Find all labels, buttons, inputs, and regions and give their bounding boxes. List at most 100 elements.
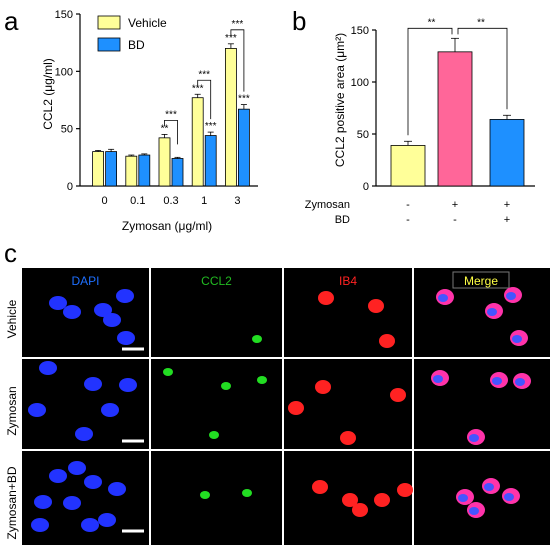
chart-b-condition-value: - <box>406 214 410 226</box>
chart-a-x-tick-label: 0.1 <box>130 195 145 207</box>
chart-b-condition-value: + <box>504 214 510 226</box>
merge-nucleus <box>506 292 516 300</box>
merge-nucleus <box>438 294 448 302</box>
panel-letter-a: a <box>4 6 19 36</box>
chart-a-sig-vehicle: *** <box>225 33 237 44</box>
ccl2-signal <box>200 491 210 499</box>
merge-nucleus <box>512 335 522 343</box>
chart-b: CCL2 positive area (μm²) 0 50 100 150 ** ** Zy… <box>305 17 535 226</box>
dapi-nucleus <box>49 296 67 310</box>
chart-a-bar-vehicle <box>125 155 138 187</box>
chart-a-bar-bd <box>138 154 151 187</box>
chart-b-y-tick-label: 100 <box>351 77 369 89</box>
dapi-nucleus <box>117 331 135 345</box>
ib4-signal <box>397 483 413 497</box>
chart-b-condition-value: - <box>406 199 410 211</box>
merge-header-box <box>452 271 510 289</box>
chart-b-bar <box>489 119 525 187</box>
chart-a-bar-vehicle <box>224 48 237 187</box>
ib4-signal <box>340 431 356 445</box>
chart-a-bar-bd <box>171 158 184 187</box>
chart-a-sig-bd: *** <box>238 94 250 105</box>
ccl2-signal <box>209 431 219 439</box>
ib4-signal <box>374 493 390 507</box>
panel-letter-b: b <box>292 6 306 36</box>
chart-b-y-tick-label: 0 <box>363 181 369 193</box>
chart-a-bar-vehicle <box>158 137 171 187</box>
chart-a-x-tick-label: 3 <box>234 195 240 207</box>
dapi-nucleus <box>108 482 126 496</box>
dapi-nucleus <box>81 518 99 532</box>
chart-a-sig-bracket-label: *** <box>198 69 210 80</box>
chart-b-condition-value: - <box>453 214 457 226</box>
chart-a-y-tick-label: 150 <box>55 9 73 21</box>
chart-b-y-axis-title: CCL2 positive area (μm²) <box>333 33 347 167</box>
chart-b-condition-value: + <box>504 199 510 211</box>
chart-a-x-tick-label: 0 <box>102 195 108 207</box>
chart-a-legend-label: BD <box>128 38 145 52</box>
ccl2-signal <box>163 368 173 376</box>
ib4-signal <box>390 388 406 402</box>
merge-nucleus <box>433 375 443 383</box>
chart-a-legend-swatch <box>97 15 121 30</box>
channel-header-ib4: IB4 <box>339 274 357 288</box>
dapi-nucleus <box>94 303 112 317</box>
chart-a-y-tick-label: 50 <box>61 124 73 136</box>
ib4-signal <box>315 380 331 394</box>
merge-nucleus <box>469 434 479 442</box>
chart-a-bar-bd <box>105 151 117 187</box>
chart-a-legend-swatch <box>97 37 121 52</box>
dapi-nucleus <box>39 361 57 375</box>
merge-nucleus <box>458 494 468 502</box>
chart-b-condition-label: BD <box>335 214 350 226</box>
dapi-nucleus <box>116 289 134 303</box>
chart-a-x-tick-label: 1 <box>201 195 207 207</box>
chart-a-sig-vehicle: ** <box>161 123 169 134</box>
chart-b-sig-label: ** <box>477 17 485 28</box>
chart-a-sig-bd: *** <box>205 121 217 132</box>
ib4-signal <box>312 480 328 494</box>
channel-header-merge: Merge <box>464 274 498 288</box>
chart-b-sig-bracket <box>457 27 508 110</box>
ib4-signal <box>318 291 334 305</box>
dapi-nucleus <box>68 461 86 475</box>
dapi-nucleus <box>31 518 49 532</box>
dapi-nucleus <box>28 403 46 417</box>
chart-a-sig-bracket-label: *** <box>232 19 244 30</box>
dapi-nucleus <box>101 403 119 417</box>
chart-b-sig-bracket <box>407 27 453 136</box>
chart-b-sig-label: ** <box>428 17 436 28</box>
chart-a-sig-bracket <box>164 120 178 145</box>
merge-nucleus <box>487 308 497 316</box>
chart-a-bar-bd <box>237 108 250 187</box>
dapi-nucleus <box>98 513 116 527</box>
chart-b-condition-value: + <box>452 199 458 211</box>
dapi-nucleus <box>75 427 93 441</box>
chart-a-sig-bracket <box>197 79 212 120</box>
merge-nucleus <box>484 483 494 491</box>
chart-b-bar <box>390 145 426 187</box>
dapi-nucleus <box>63 305 81 319</box>
row-label-zymosan: Zymosan <box>5 386 19 435</box>
chart-a-sig-bracket-label: *** <box>165 109 177 120</box>
chart-a-x-axis-title: Zymosan (μg/ml) <box>122 219 212 233</box>
dapi-nucleus <box>84 377 102 391</box>
chart-a-legend: Vehicle BD <box>97 15 167 52</box>
chart-b-condition-label: Zymosan <box>305 199 350 211</box>
dapi-nucleus <box>34 495 52 509</box>
micrograph-grid: DAPI CCL2 IB4 Merge Vehicle Zymosan Zymosan+BD <box>0 268 550 545</box>
chart-a-bar-vehicle <box>191 97 204 187</box>
ccl2-signal <box>252 335 262 343</box>
ib4-signal <box>342 493 358 507</box>
chart-b-y-tick-label: 50 <box>357 129 369 141</box>
ccl2-signal <box>221 382 231 390</box>
dapi-nucleus <box>63 496 81 510</box>
ib4-signal <box>352 503 368 517</box>
ib4-signal <box>379 334 395 348</box>
row-label-strip <box>0 268 22 545</box>
chart-a-y-tick-label: 0 <box>67 181 73 193</box>
panel-letter-c: c <box>4 238 17 268</box>
dapi-nucleus <box>103 313 121 327</box>
chart-b-bar <box>437 51 473 187</box>
